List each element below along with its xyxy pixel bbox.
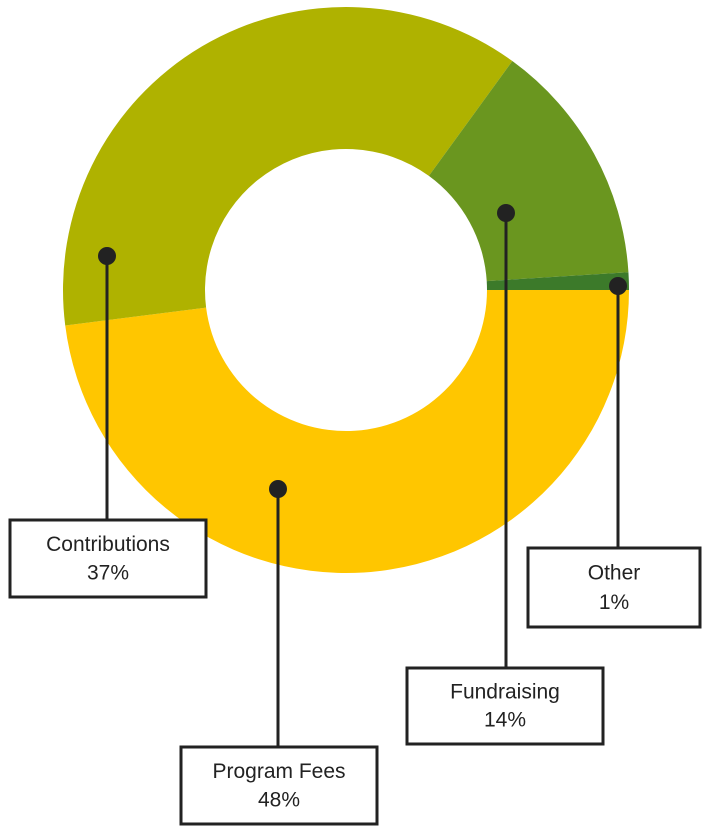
label-name: Contributions	[46, 533, 170, 556]
donut-segment	[63, 7, 513, 326]
callout-dot	[609, 277, 627, 295]
label-name: Other	[588, 562, 641, 585]
label-value: 14%	[484, 709, 526, 732]
label-value: 1%	[599, 591, 629, 614]
donut-segment	[428, 61, 629, 282]
label-box	[179, 745, 379, 826]
donut-segment	[486, 272, 629, 290]
callout-dot	[98, 247, 116, 265]
label-box	[8, 518, 208, 599]
label-box	[405, 666, 605, 746]
label-box	[526, 546, 702, 629]
label-value: 37%	[87, 561, 129, 584]
callout-dot	[269, 480, 287, 498]
label-value: 48%	[258, 788, 300, 811]
label-name: Program Fees	[212, 760, 345, 783]
callout-dot	[497, 204, 515, 222]
donut-segment	[65, 290, 629, 574]
label-name: Fundraising	[450, 681, 560, 704]
